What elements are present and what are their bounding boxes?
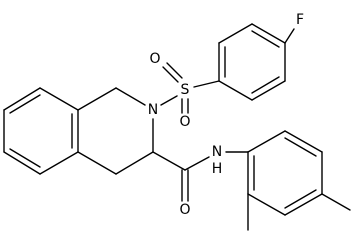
bond: [218, 23, 253, 44]
bond: [321, 193, 351, 211]
bond: [115, 87, 146, 106]
molecule-structure: F O S O N O N H: [3, 12, 351, 231]
bond: [160, 95, 178, 106]
bond: [284, 130, 323, 153]
atom-label: O: [179, 114, 190, 130]
bond: [184, 156, 210, 171]
bonds: [3, 23, 351, 231]
bond: [162, 66, 179, 83]
bond: [251, 76, 280, 94]
atom-label: H: [212, 161, 223, 177]
bond: [247, 193, 286, 216]
atom-label: F: [296, 12, 304, 28]
atom-label: N: [148, 102, 158, 118]
bond: [9, 148, 41, 168]
bond: [39, 151, 79, 175]
bond: [251, 23, 286, 44]
page: {"labels": ["F", "O", "S", "O", "N", "O"…: [3, 12, 351, 231]
bond: [193, 80, 220, 88]
bond: [247, 130, 286, 153]
bond: [77, 87, 117, 111]
atom-label: N: [212, 144, 222, 160]
bond: [284, 193, 323, 216]
bond: [251, 80, 286, 101]
bond: [3, 87, 41, 111]
bond: [115, 151, 154, 175]
bond: [251, 30, 280, 48]
bond: [166, 62, 183, 79]
bond: [284, 137, 317, 157]
atom-label: O: [179, 202, 190, 218]
bond: [218, 80, 253, 101]
bond: [3, 151, 41, 175]
bond: [9, 94, 41, 114]
bond: [284, 189, 317, 209]
bond: [284, 28, 295, 44]
bond: [39, 87, 79, 111]
bond: [77, 151, 117, 175]
atom-label: O: [149, 51, 160, 67]
atom-label: S: [181, 82, 190, 98]
bond: [152, 151, 186, 171]
